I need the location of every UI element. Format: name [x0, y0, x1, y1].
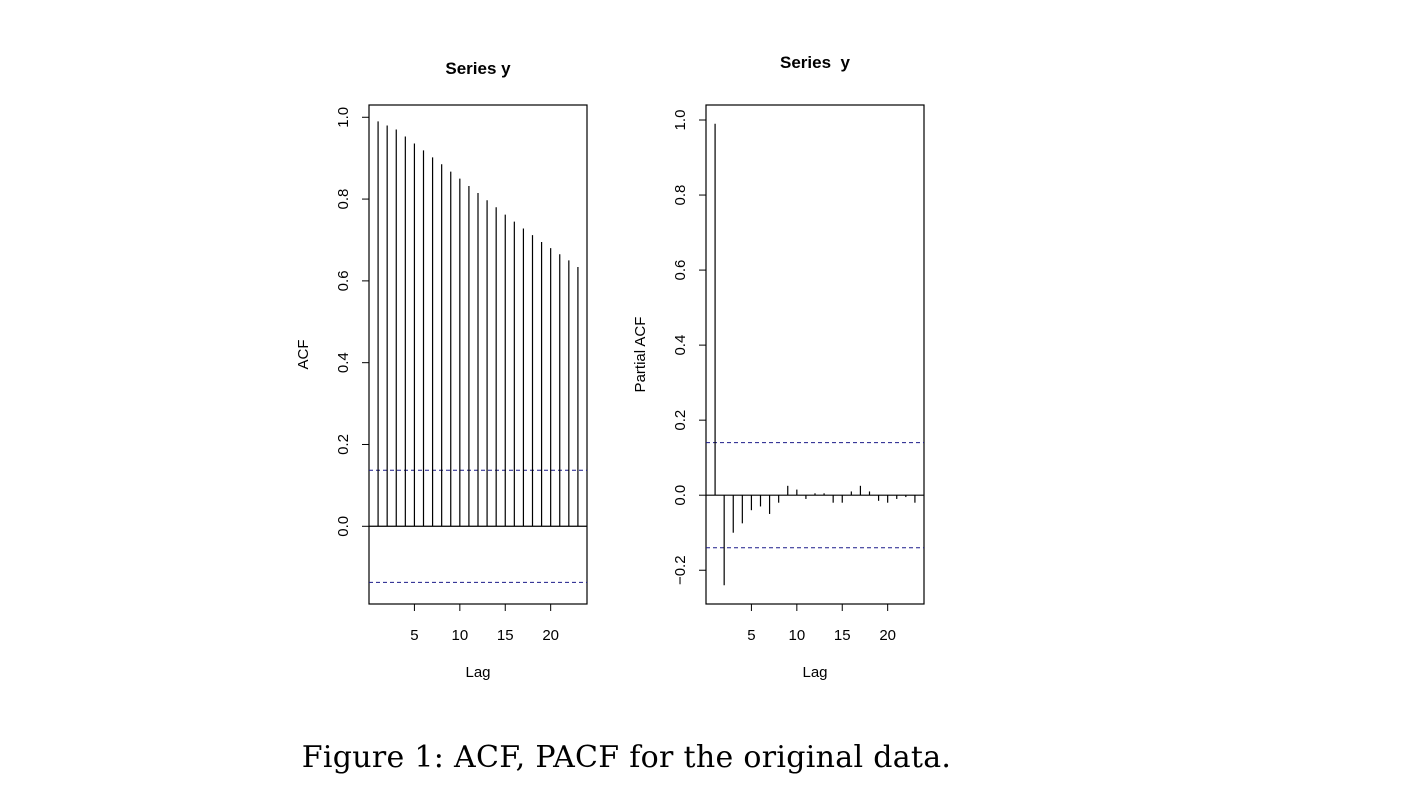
x-axis-label: Lag: [465, 664, 490, 681]
y-axis-label: Partial ACF: [632, 317, 649, 393]
x-tick-label: 10: [788, 627, 805, 644]
x-tick-label: 15: [497, 627, 514, 644]
x-tick-label: 15: [834, 627, 851, 644]
x-tick-label: 10: [451, 627, 468, 644]
y-tick-label: −0.2: [672, 555, 689, 585]
y-tick-label: 0.0: [672, 485, 689, 506]
figure-caption: Figure 1: ACF, PACF for the original dat…: [301, 740, 952, 775]
plot-frame: [705, 104, 925, 605]
x-tick-label: 5: [410, 627, 418, 644]
y-tick-label: 0.0: [335, 516, 352, 537]
x-tick-label: 5: [747, 627, 755, 644]
chart-title: Series y: [780, 53, 850, 72]
y-axis-label: ACF: [295, 340, 312, 370]
y-tick-label: 1.0: [672, 110, 689, 131]
y-tick-label: 1.0: [335, 107, 352, 128]
y-tick-label: 0.6: [335, 270, 352, 291]
x-tick-label: 20: [542, 627, 559, 644]
plot-frame: [368, 104, 588, 605]
y-tick-label: 0.2: [672, 410, 689, 431]
x-tick-label: 20: [879, 627, 896, 644]
x-axis-label: Lag: [802, 664, 827, 681]
acf-panel: Series y 5 10 15 20 0.0 0.2 0.4 0.6 0.8 1.0 Lag ACF: [295, 59, 588, 681]
y-tick-label: 0.4: [335, 352, 352, 373]
y-tick-label: 0.2: [335, 434, 352, 455]
y-tick-label: 0.4: [672, 335, 689, 356]
y-tick-label: 0.8: [672, 185, 689, 206]
pacf-panel: Series y 5 10 15 20 −0.2 0.0 0.2 0.4 0.6 0.8 1.0 Lag…: [632, 53, 925, 681]
y-tick-label: 0.8: [335, 189, 352, 210]
y-tick-label: 0.6: [672, 260, 689, 281]
chart-title: Series y: [445, 59, 511, 78]
